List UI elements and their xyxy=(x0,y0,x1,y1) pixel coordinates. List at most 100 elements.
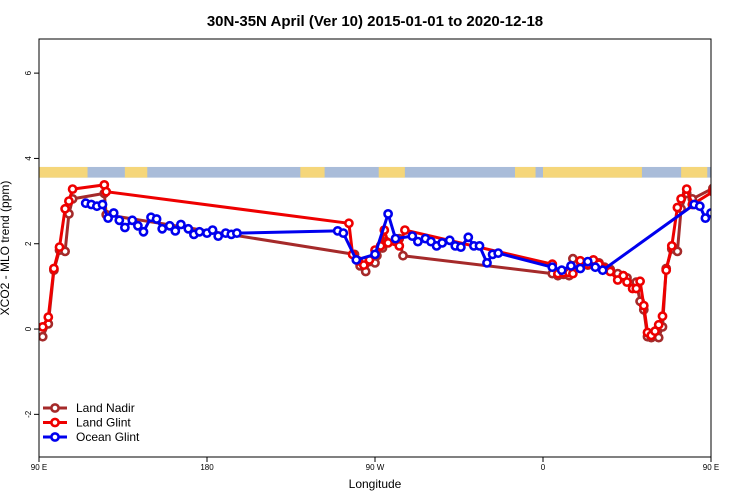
land-glint-point xyxy=(681,184,692,194)
ocean-glint-point xyxy=(151,214,162,224)
y-tick-label: -2 xyxy=(24,410,33,418)
ocean-glint-point xyxy=(706,208,711,218)
ocean-glint-point xyxy=(597,265,608,276)
land-glint-point xyxy=(672,202,683,213)
x-tick-label: 90 E xyxy=(31,463,47,472)
ocean-glint-point xyxy=(463,232,474,243)
land-glint-point xyxy=(676,193,686,204)
land-glint-point xyxy=(64,196,74,206)
land-glint-point xyxy=(653,319,664,330)
land-glint-point xyxy=(622,277,632,287)
ocean-glint-point xyxy=(383,208,393,219)
ocean-glint-point xyxy=(582,256,593,267)
land-segment xyxy=(300,166,325,178)
ocean-glint-point xyxy=(175,219,186,230)
ocean-glint-point xyxy=(390,233,401,244)
land-segment xyxy=(124,166,148,178)
land-nadir-point xyxy=(398,250,408,261)
ocean-glint-point xyxy=(455,242,466,252)
y-tick-label: 0 xyxy=(24,326,33,331)
ocean-glint-point xyxy=(170,225,181,236)
ocean-glint-point xyxy=(700,213,711,223)
ocean-glint-point xyxy=(737,228,744,235)
land-glint-point xyxy=(358,260,369,270)
land-segment xyxy=(543,166,642,178)
ocean-glint-point xyxy=(694,201,705,212)
land-glint-point xyxy=(575,255,586,266)
x-axis: 90 E 180 90 W 0 90 E xyxy=(31,457,719,472)
ocean-glint-line xyxy=(85,201,711,272)
x-tick-label: 0 xyxy=(541,463,546,472)
ocean-glint-point xyxy=(213,231,224,241)
legend-land-nadir-label: Land Nadir xyxy=(76,401,135,415)
ocean-glint-point xyxy=(108,208,119,218)
ocean-glint-point xyxy=(164,220,175,231)
land-segment xyxy=(681,166,708,178)
land-glint-point xyxy=(605,266,616,277)
y-tick-label: 6 xyxy=(24,70,33,75)
ocean-glint-point xyxy=(138,226,149,237)
ocean-glint-point xyxy=(183,223,194,234)
legend-land-glint-marker xyxy=(50,417,60,428)
ocean-glint-point xyxy=(231,228,242,238)
land-glint-point xyxy=(39,322,48,332)
land-glint-point xyxy=(657,311,668,322)
ocean-glint-point xyxy=(412,236,423,247)
ocean-glint-point xyxy=(745,214,750,221)
chart-title: 30N-35N April (Ver 10) 2015-01-01 to 202… xyxy=(207,13,543,30)
land-glint-point xyxy=(60,203,70,214)
ocean-glint-point xyxy=(97,199,108,210)
ocean-glint-point xyxy=(575,263,586,274)
ocean-glint-point xyxy=(407,231,418,241)
land-segment xyxy=(378,166,405,178)
ocean-glint-point xyxy=(444,235,455,246)
ocean-glint-point xyxy=(732,222,739,229)
land-glint-point xyxy=(394,240,405,251)
ocean-glint-point xyxy=(726,217,733,224)
land-glint-point xyxy=(54,242,65,252)
land-glint-point xyxy=(708,187,711,197)
ocean-glint-point xyxy=(120,222,130,233)
ocean-glint-point xyxy=(103,213,113,223)
ocean-glint-point xyxy=(370,249,380,260)
ocean-glint-point xyxy=(719,224,726,231)
land-glint-point xyxy=(399,225,410,235)
ocean-glint-point xyxy=(713,217,720,224)
legend-ocean-glint-label: Ocean Glint xyxy=(76,430,140,444)
land-glint-point xyxy=(568,268,578,279)
series-layer xyxy=(39,179,750,343)
legend-land-glint-label: Land Glint xyxy=(76,416,131,430)
ocean-glint-point xyxy=(157,223,168,234)
land-glint-point xyxy=(666,240,677,251)
land-glint-point xyxy=(638,300,649,311)
land-glint-point xyxy=(343,218,354,229)
ocean-glint-point xyxy=(482,257,492,268)
land-glint-point xyxy=(631,283,642,294)
ocean-glint-point xyxy=(194,226,205,237)
ocean-glint-point xyxy=(207,225,218,235)
land-ocean-mask xyxy=(39,166,711,178)
land-glint-point xyxy=(383,237,393,248)
land-glint-point xyxy=(67,184,78,194)
ocean-glint-point xyxy=(474,240,485,251)
x-tick-label: 90 E xyxy=(703,463,719,472)
x-tick-label: 180 xyxy=(200,463,214,472)
land-nadir-point xyxy=(39,331,48,342)
land-glint-point xyxy=(43,312,54,322)
ocean-glint-point xyxy=(114,215,125,226)
ocean-glint-point xyxy=(351,254,362,265)
x-axis-label: Longitude xyxy=(349,477,402,491)
ocean-glint-point xyxy=(566,260,576,271)
y-axis: -2 0 2 4 6 xyxy=(24,70,39,418)
ocean-glint-point xyxy=(338,228,349,238)
legend-ocean-glint-marker xyxy=(50,432,60,442)
land-glint-point xyxy=(635,276,645,287)
y-axis-label: XCO2 - MLO trend (ppm) xyxy=(0,181,12,316)
ocean-glint-point xyxy=(493,248,504,258)
land-nadir-point xyxy=(672,246,683,257)
land-segment xyxy=(515,166,536,178)
ocean-glint-point xyxy=(127,215,138,226)
x-tick-label: 90 W xyxy=(366,463,385,472)
